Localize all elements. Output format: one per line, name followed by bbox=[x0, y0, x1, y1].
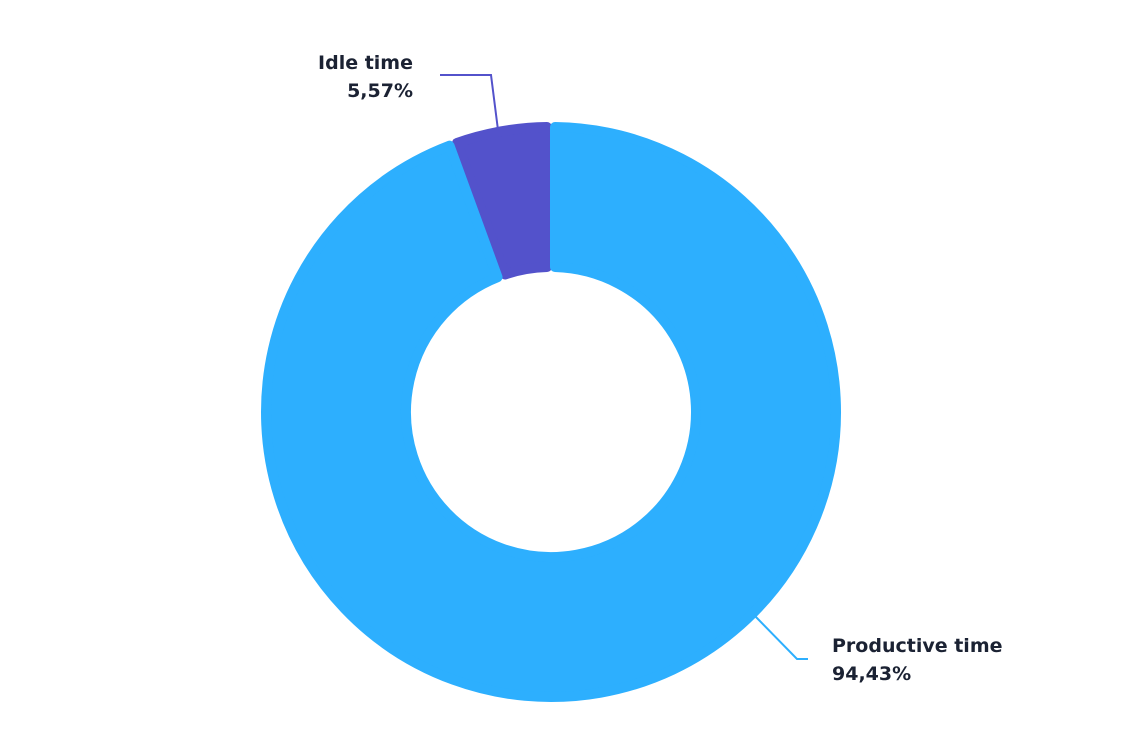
data-label-value-productive-time: 94,43% bbox=[832, 663, 911, 685]
leader-line-group bbox=[440, 74, 808, 660]
slice-productive-time bbox=[261, 122, 841, 702]
data-label-value-idle-time: 5,57% bbox=[347, 80, 413, 102]
leader-line-idle-time bbox=[440, 74, 499, 131]
data-label-name-productive-time: Productive time bbox=[832, 635, 1003, 657]
leader-line-productive-time bbox=[753, 614, 808, 660]
slice-group bbox=[261, 122, 841, 702]
data-label-group: Idle time 5,57% Productive time 94,43% bbox=[318, 52, 1002, 685]
data-label-name-idle-time: Idle time bbox=[318, 52, 413, 74]
slice-idle-time bbox=[452, 122, 552, 280]
